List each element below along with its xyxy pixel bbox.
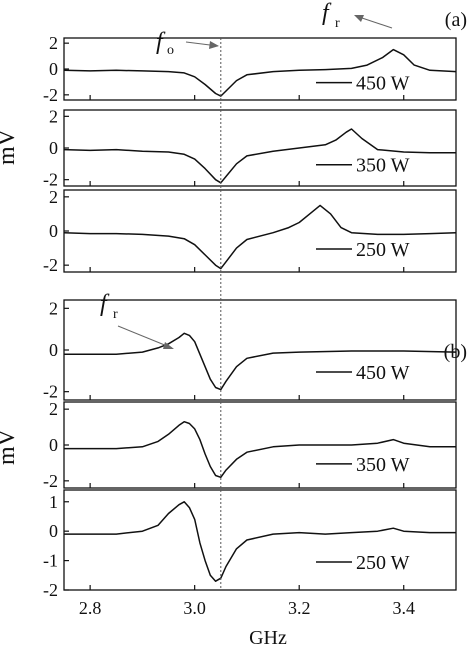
y-tick-label-p1-s1-2: -2 <box>43 471 58 491</box>
plot-frame-p1-s0 <box>63 299 457 401</box>
x-tick-label-3: 3.4 <box>392 598 415 618</box>
trace-p0-s2-0 <box>63 204 457 270</box>
y-axis-label-a: mV <box>0 128 20 165</box>
y-tick-label-p1-s2-3: -2 <box>43 580 58 600</box>
x-axis-label: GHz <box>249 627 287 649</box>
trace-p1-s0-0 <box>64 332 457 391</box>
y-tick-label-p0-s1-1: 0 <box>49 138 58 158</box>
y-tick-label-p0-s2-1: 0 <box>49 221 58 241</box>
annotation-fo: f o <box>156 29 219 58</box>
plot-frame-p1-s2 <box>63 489 457 591</box>
x-tick-label-2: 3.2 <box>288 598 311 618</box>
annotation-fr-b: f r <box>100 291 174 349</box>
annotation-fr-a-symbol: f <box>322 0 332 26</box>
legend-label-p1-s2: 250 W <box>356 552 410 574</box>
legend-label-p0-s2: 250 W <box>356 239 410 261</box>
y-tick-label-p0-s0-1: 0 <box>49 59 58 79</box>
annotation-fr-a: f r <box>322 0 393 31</box>
y-tick-label-p1-s1-1: 0 <box>49 435 58 455</box>
annotation-fo-subscript: o <box>167 43 174 58</box>
legend-label-p1-s1: 350 W <box>356 454 410 476</box>
annotation-fr-b-arrowhead <box>163 342 174 349</box>
y-tick-label-p0-s1-2: -2 <box>43 170 58 190</box>
y-tick-label-p0-s0-0: 2 <box>49 33 58 53</box>
trace-p1-s2-0 <box>64 501 456 582</box>
trace-p0-s0-0 <box>63 48 457 97</box>
y-tick-label-p1-s2-0: 1 <box>49 492 58 512</box>
y-tick-label-p0-s0-2: -2 <box>43 85 58 105</box>
trace-p1-s1-0 <box>64 420 456 479</box>
trace-p0-s1-0 <box>63 128 456 184</box>
plot-area: 2 0 -2 450 W 2 0 -2 350 W 2 0 -2 250 W 2 0 -2 450 W 2 0 -2… <box>43 33 457 618</box>
annotation-fo-symbol: f <box>156 29 166 55</box>
annotation-fr-a-subscript: r <box>335 16 340 31</box>
y-tick-label-p1-s2-2: -1 <box>43 551 58 571</box>
y-tick-label-p1-s0-0: 2 <box>49 298 58 318</box>
x-tick-label-1: 3.0 <box>183 598 206 618</box>
x-tick-label-0: 2.8 <box>79 598 102 618</box>
annotation-fr-a-arrowhead <box>354 15 364 22</box>
legend-label-p1-s0: 450 W <box>356 362 410 384</box>
y-tick-label-p1-s2-1: 0 <box>49 521 58 541</box>
y-tick-label-p0-s2-2: -2 <box>43 255 58 275</box>
legend-label-p0-s0: 450 W <box>356 73 410 95</box>
y-tick-label-p1-s0-2: -2 <box>43 382 58 402</box>
legend-label-p0-s1: 350 W <box>356 155 410 177</box>
panel-label-b: (b) <box>444 341 467 363</box>
annotation-fo-arrowhead <box>209 41 219 49</box>
annotation-fr-b-subscript: r <box>113 307 118 322</box>
y-tick-label-p0-s2-0: 2 <box>49 187 58 207</box>
y-axis-label-b: mV <box>0 428 20 465</box>
annotation-fr-b-symbol: f <box>100 291 110 317</box>
y-tick-label-p1-s0-1: 0 <box>49 340 58 360</box>
annotation-fr-b-arrow <box>117 325 173 349</box>
y-tick-label-p0-s1-0: 2 <box>49 106 58 126</box>
y-tick-label-p1-s1-0: 2 <box>49 399 58 419</box>
panel-label-a: (a) <box>445 9 467 31</box>
